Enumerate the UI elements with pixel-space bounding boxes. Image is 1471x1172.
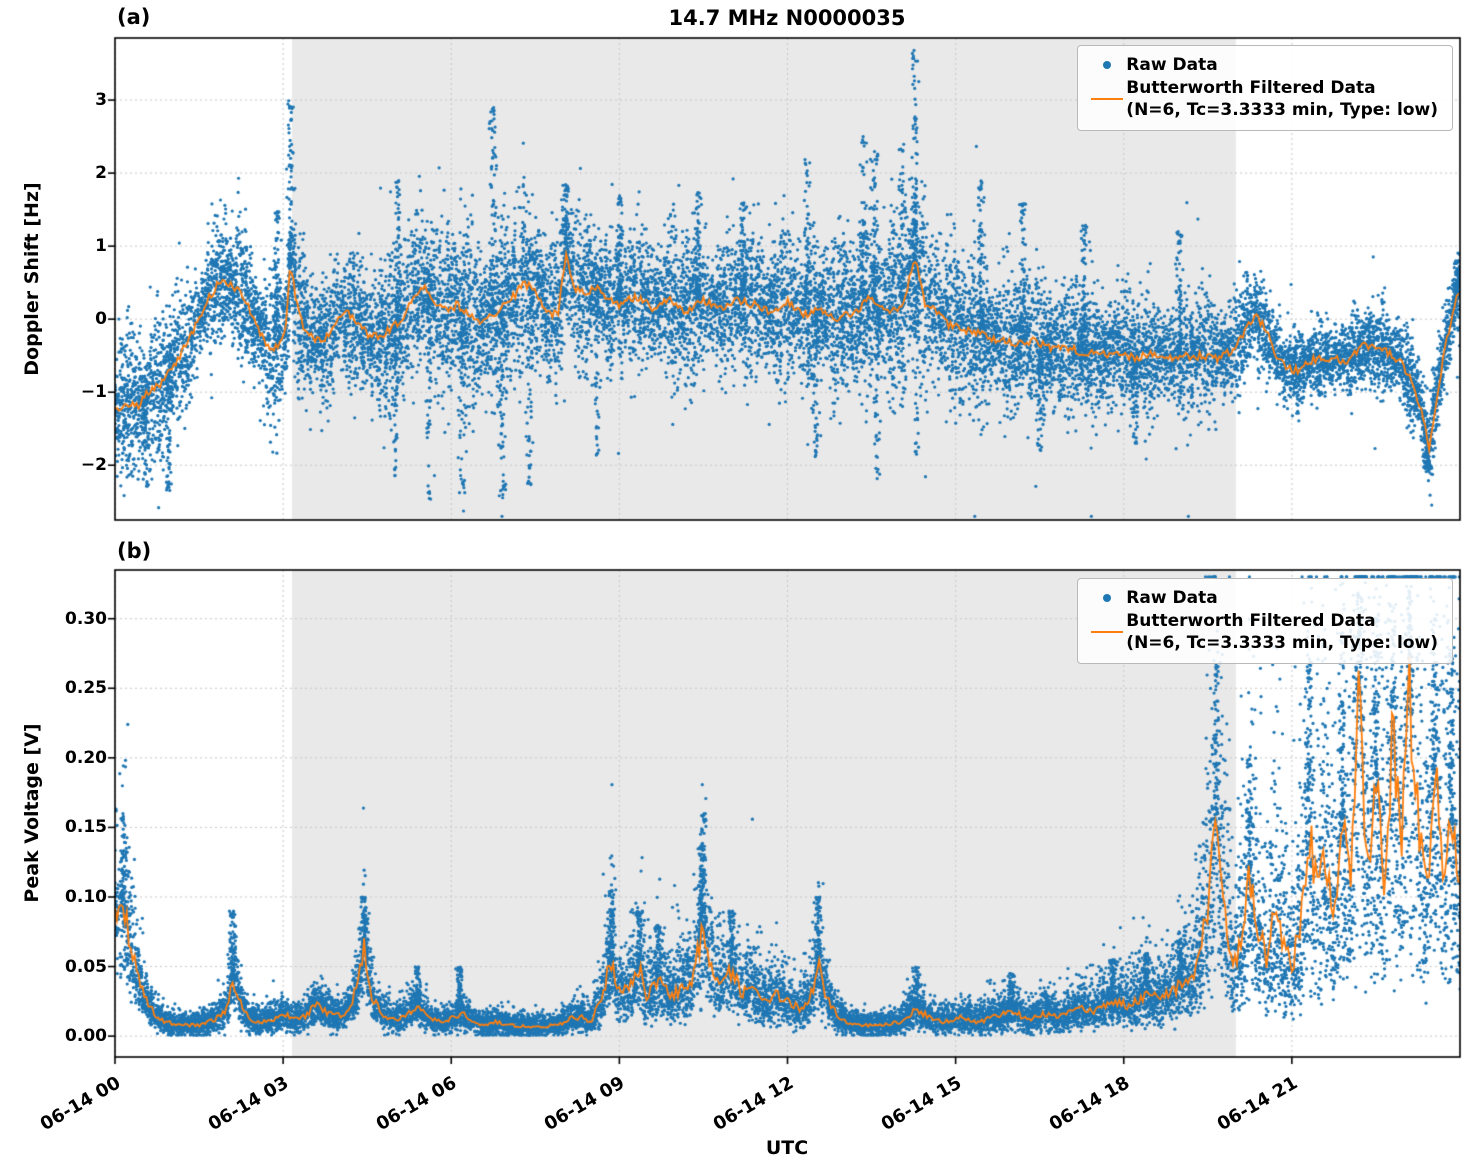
- legend-filtered-label: Butterworth Filtered Data: [1126, 611, 1376, 631]
- raw-data-marker-icon: [1088, 594, 1126, 602]
- y-axis-label-doppler: Doppler Shift [Hz]: [21, 182, 43, 376]
- y-tick-label: 3: [95, 90, 107, 111]
- y-tick-label: 0.20: [65, 747, 107, 768]
- filtered-line-marker-icon: [1088, 631, 1126, 633]
- legend-row-filtered: Butterworth Filtered Data (N=6, Tc=3.333…: [1088, 610, 1438, 654]
- legend-filtered-params: (N=6, Tc=3.3333 min, Type: low): [1126, 100, 1438, 120]
- y-tick-label: 0.25: [65, 678, 107, 699]
- legend-raw-label: Raw Data: [1126, 55, 1218, 75]
- raw-data-marker-icon: [1088, 61, 1126, 69]
- panel-b-label: (b): [117, 539, 152, 563]
- y-tick-label: 2: [95, 163, 107, 184]
- legend-panel-b: Raw Data Butterworth Filtered Data (N=6,…: [1077, 578, 1453, 664]
- y-tick-label: 0.00: [65, 1026, 107, 1047]
- y-tick-label: −1: [80, 382, 107, 403]
- legend-filtered-label: Butterworth Filtered Data: [1126, 78, 1376, 98]
- legend-panel-a: Raw Data Butterworth Filtered Data (N=6,…: [1077, 45, 1453, 131]
- y-tick-label: −2: [80, 455, 107, 476]
- y-tick-label: 1: [95, 236, 107, 257]
- legend-row-raw: Raw Data: [1088, 588, 1438, 608]
- chart-title: 14.7 MHz N0000035: [668, 6, 906, 30]
- legend-row-filtered: Butterworth Filtered Data (N=6, Tc=3.333…: [1088, 77, 1438, 121]
- panel-a-label: (a): [117, 5, 151, 29]
- legend-raw-label: Raw Data: [1126, 588, 1218, 608]
- y-tick-label: 0.30: [65, 608, 107, 629]
- filtered-line-marker-icon: [1088, 98, 1126, 100]
- y-tick-label: 0.05: [65, 956, 107, 977]
- y-tick-label: 0.10: [65, 886, 107, 907]
- legend-filtered-params: (N=6, Tc=3.3333 min, Type: low): [1126, 633, 1438, 653]
- y-tick-label: 0.15: [65, 817, 107, 838]
- x-axis-label: UTC: [765, 1137, 809, 1159]
- y-tick-label: 0: [95, 309, 107, 330]
- legend-row-raw: Raw Data: [1088, 55, 1438, 75]
